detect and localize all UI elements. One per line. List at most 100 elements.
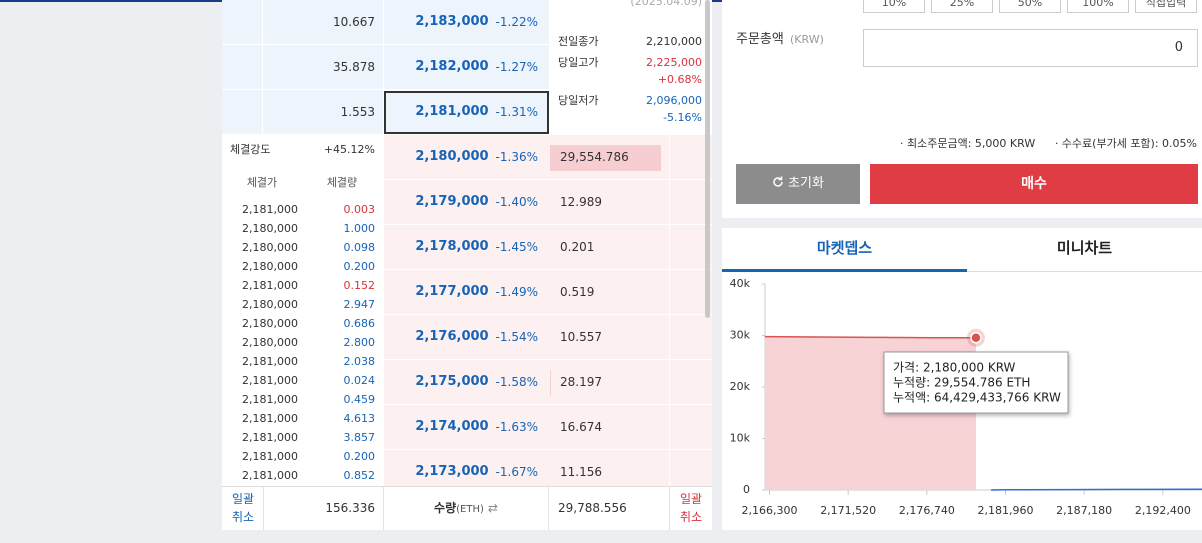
info-label: 전일종가 bbox=[558, 35, 599, 48]
bid-cell bbox=[384, 270, 549, 314]
percent-button[interactable]: 50% bbox=[999, 0, 1061, 13]
ask-cell bbox=[222, 90, 262, 134]
bid-size: 0.519 bbox=[560, 285, 595, 299]
ask-price-cell bbox=[384, 45, 549, 89]
bid-change: -1.45% bbox=[495, 240, 538, 254]
trade-size: 0.200 bbox=[343, 260, 376, 273]
ask-cell bbox=[222, 0, 262, 44]
ask-price-cell bbox=[384, 0, 549, 44]
x-tick-label: 2,192,400 bbox=[1135, 504, 1191, 517]
trade-size: 0.152 bbox=[343, 279, 376, 292]
info-change: -5.16% bbox=[663, 111, 702, 124]
trade-size: 2.800 bbox=[343, 336, 376, 349]
ask-price: 2,181,000 bbox=[415, 104, 489, 119]
depth-chart: 0 10k 20k 30k 40k 2,166,300 2,171,520 2,176,740… bbox=[730, 277, 1202, 517]
trade-price: 2,181,000 bbox=[242, 393, 298, 406]
trade-size: 3.857 bbox=[343, 431, 376, 444]
unit-part: ⇄ bbox=[487, 501, 498, 515]
trade-price: 2,180,000 bbox=[242, 298, 298, 311]
bid-cell bbox=[670, 360, 712, 404]
info-value: 2,210,000 bbox=[646, 35, 702, 48]
bid-cell bbox=[549, 405, 669, 449]
fee: · 수수료(부가세 포함): 0.05% bbox=[1054, 137, 1197, 150]
bid-price: 2,175,000 bbox=[415, 374, 489, 389]
percent-button[interactable]: 100% bbox=[1067, 0, 1129, 13]
bid-change: -1.54% bbox=[495, 330, 538, 344]
ask-total: 156.336 bbox=[325, 501, 375, 515]
ask-price-cell bbox=[384, 91, 549, 134]
trade-size: 0.098 bbox=[343, 241, 376, 254]
footer-divider bbox=[263, 486, 264, 530]
ask-change: -1.22% bbox=[495, 15, 538, 29]
reset-button[interactable]: 초기화 bbox=[736, 164, 860, 204]
bid-cell bbox=[549, 315, 669, 359]
trade-header: 체결량 bbox=[326, 176, 358, 189]
bid-price: 2,173,000 bbox=[415, 464, 489, 479]
percent-button[interactable]: 10% bbox=[863, 0, 925, 13]
trade-price: 2,180,000 bbox=[242, 336, 298, 349]
trade-price: 2,180,000 bbox=[242, 222, 298, 235]
footer-divider bbox=[669, 486, 670, 530]
bid-size: 12.989 bbox=[560, 195, 602, 209]
ask-size: 1.553 bbox=[340, 105, 375, 119]
tooltip-line: 누적액: 64,429,433,766 KRW bbox=[893, 391, 1061, 405]
bid-size: 16.674 bbox=[560, 420, 602, 434]
cancel-left[interactable]: 일괄 취소 bbox=[231, 492, 255, 524]
tab[interactable]: 미니차트 bbox=[967, 228, 1202, 272]
percent-button[interactable]: 25% bbox=[931, 0, 993, 13]
info-value: 2,225,000 bbox=[646, 56, 702, 69]
bid-cell bbox=[384, 405, 549, 449]
ask-price: 2,182,000 bbox=[415, 59, 489, 74]
footer-divider bbox=[383, 486, 384, 530]
buy-button[interactable]: 매수 bbox=[870, 164, 1198, 204]
bid-price: 2,176,000 bbox=[415, 329, 489, 344]
x-tick-label: 2,181,960 bbox=[978, 504, 1034, 517]
bid-change: -1.63% bbox=[495, 420, 538, 434]
percent-button[interactable]: 직접입력 bbox=[1135, 0, 1197, 13]
bid-size: 29,554.786 bbox=[560, 150, 629, 164]
bid-bar bbox=[550, 145, 661, 171]
trade-price: 2,181,000 bbox=[242, 279, 298, 292]
trade-price: 2,180,000 bbox=[242, 241, 298, 254]
trade-price: 2,180,000 bbox=[242, 260, 298, 273]
tab[interactable]: 마켓뎁스 bbox=[722, 228, 967, 272]
bid-change: -1.36% bbox=[495, 150, 538, 164]
reset-icon bbox=[773, 176, 783, 187]
reset-label: 초기화 bbox=[788, 176, 824, 191]
ask-cell bbox=[263, 45, 383, 89]
y-tick-label: 20k bbox=[730, 380, 751, 393]
trade-size: 2.038 bbox=[343, 355, 376, 368]
total-input[interactable] bbox=[863, 29, 1198, 67]
trade-size: 0.024 bbox=[343, 374, 376, 387]
bid-cell bbox=[384, 135, 549, 179]
bid-price: 2,180,000 bbox=[415, 149, 489, 164]
bid-cell bbox=[549, 270, 669, 314]
bid-cell bbox=[549, 180, 669, 224]
bid-cell bbox=[670, 315, 712, 359]
cancel-right[interactable]: 일괄 취소 bbox=[679, 492, 703, 524]
bid-price: 2,178,000 bbox=[415, 239, 489, 254]
bid-cell bbox=[384, 360, 549, 404]
bid-size: 28.197 bbox=[560, 375, 602, 389]
bid-cell bbox=[670, 405, 712, 449]
trade-panel bbox=[222, 135, 383, 486]
y-tick-label: 30k bbox=[730, 329, 751, 342]
y-tick-label: 10k bbox=[730, 432, 751, 445]
trade-price: 2,181,000 bbox=[242, 412, 298, 425]
trade-price: 2,180,000 bbox=[242, 317, 298, 330]
unit-label[interactable]: 수량(ETH) ⇄ bbox=[384, 500, 548, 518]
total-value: 0 bbox=[1174, 40, 1183, 55]
total-unit: (KRW) bbox=[790, 33, 824, 46]
tooltip-line: 가격: 2,180,000 KRW bbox=[893, 361, 1016, 375]
trade-size: 0.003 bbox=[343, 203, 376, 216]
trade-price: 2,181,000 bbox=[242, 355, 298, 368]
bid-cell bbox=[549, 360, 669, 404]
bid-size: 10.557 bbox=[560, 330, 602, 344]
bid-price: 2,177,000 bbox=[415, 284, 489, 299]
bid-cell bbox=[384, 225, 549, 269]
highlight-dot bbox=[970, 332, 982, 344]
trade-size: 0.852 bbox=[343, 469, 376, 482]
ask-change: -1.31% bbox=[495, 105, 538, 119]
